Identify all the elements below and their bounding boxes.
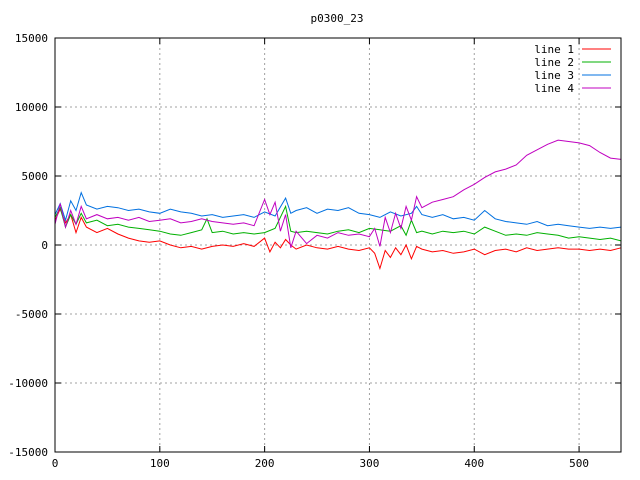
y-tick-label: -15000 — [8, 446, 48, 459]
x-tick-label: 300 — [360, 457, 380, 470]
x-tick-label: 200 — [255, 457, 275, 470]
chart-title: p0300_23 — [311, 12, 364, 25]
x-tick-label: 500 — [569, 457, 589, 470]
series-line-2 — [54, 204, 622, 242]
y-tick-label: -10000 — [8, 377, 48, 390]
legend-label: line 2 — [534, 56, 574, 69]
grid-lines — [55, 38, 621, 452]
series-line-1 — [54, 207, 622, 271]
x-tick-label: 0 — [52, 457, 59, 470]
x-tick-label: 400 — [464, 457, 484, 470]
y-tick-label: 0 — [41, 239, 48, 252]
series-lines — [54, 139, 622, 271]
y-tick-label: 5000 — [22, 170, 49, 183]
legend-label: line 4 — [534, 82, 574, 95]
plot-frame — [54, 37, 622, 453]
legend-label: line 1 — [534, 43, 574, 56]
y-tick-label: -5000 — [15, 308, 48, 321]
series-line-3 — [54, 191, 622, 229]
series-line-4 — [54, 139, 622, 248]
x-tick-label: 100 — [150, 457, 170, 470]
y-tick-label: 10000 — [15, 101, 48, 114]
axis-ticks: 0 100 200 300 400 500 -15000 -10000 -5000 0 5000 10… — [8, 32, 621, 470]
y-tick-label: 15000 — [15, 32, 48, 45]
legend-label: line 3 — [534, 69, 574, 82]
